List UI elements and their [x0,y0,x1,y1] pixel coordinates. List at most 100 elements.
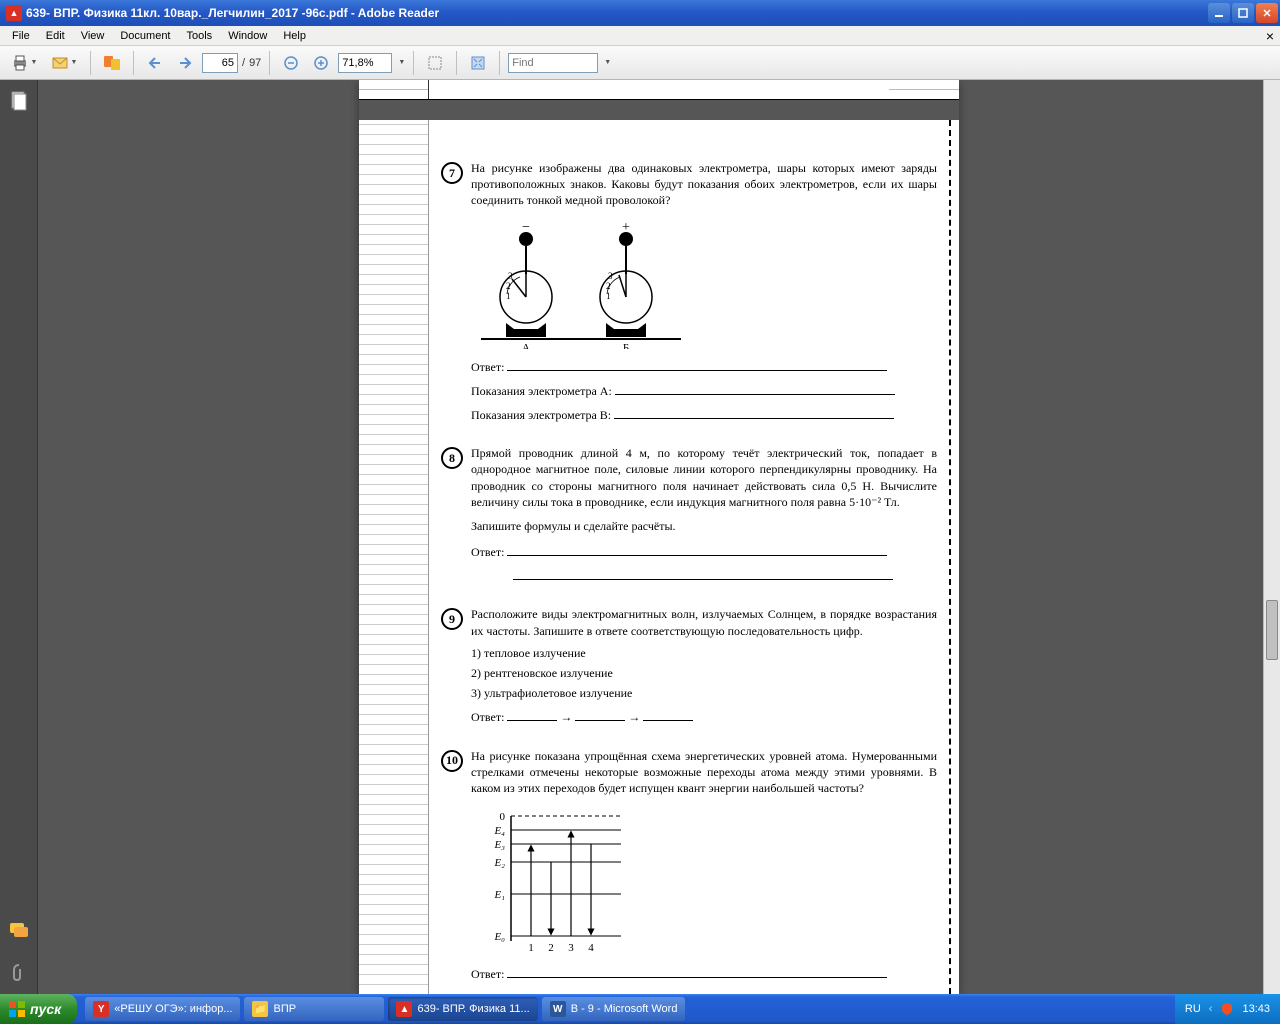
close-document-icon[interactable]: × [1266,28,1274,44]
svg-text:2: 2 [548,942,554,954]
reading-a-label: Показания электрометра А: [471,384,612,398]
problem-10: 10 На рисунке показана упрощённая схема … [441,748,937,991]
page-grid-margin [359,120,429,994]
tray-chevron-icon[interactable]: ‹ [1209,1003,1213,1015]
answer-label: Ответ: [471,360,504,374]
collab-button[interactable] [99,50,125,76]
problem-text: На рисунке изображены два одинаковых эле… [471,160,937,209]
fit-button[interactable] [465,50,491,76]
menu-document[interactable]: Document [112,28,178,44]
pages-panel-icon[interactable] [8,90,30,112]
problem-number: 9 [441,608,463,630]
svg-text:4: 4 [588,942,594,954]
document-viewport[interactable]: 7 На рисунке изображены два одинаковых э… [38,80,1280,994]
side-panel-bottom [8,920,30,984]
window-title: 639- ВПР. Физика 11кл. 10вар._Легчилин_2… [26,6,1208,20]
page-content: 7 На рисунке изображены два одинаковых э… [429,120,951,994]
navigation-panel [0,80,38,994]
task-label: В - 9 - Microsoft Word [571,1003,678,1015]
answer-label: Ответ: [471,967,504,981]
menu-file[interactable]: File [4,28,38,44]
option-1: 1) тепловое излучение [471,645,937,661]
task-item-adobe[interactable]: ▲ 639- ВПР. Физика 11... [388,997,537,1021]
attachment-panel-icon[interactable] [8,962,30,984]
start-label: пуск [30,1001,61,1017]
option-2: 2) рентгеновское излучение [471,665,937,681]
problem-9: 9 Расположите виды электромагнитных волн… [441,606,937,733]
next-page-button[interactable] [172,50,198,76]
task-label: «РЕШУ ОГЭ»: инфор... [114,1003,232,1015]
window-buttons [1208,3,1278,23]
problem-text: Прямой проводник длиной 4 м, по которому… [471,445,937,510]
email-button[interactable]: ▼ [46,50,82,76]
marquee-button[interactable] [422,50,448,76]
problem-text: На рисунке показана упрощённая схема эне… [471,748,937,797]
answer-label: Ответ: [471,710,504,724]
zoom-input[interactable] [338,53,392,73]
option-3: 3) ультрафиолетовое излучение [471,685,937,701]
menu-window[interactable]: Window [220,28,275,44]
problem-8: 8 Прямой проводник длиной 4 м, по которо… [441,445,937,592]
word-icon: W [550,1001,566,1017]
problem-7: 7 На рисунке изображены два одинаковых э… [441,160,937,431]
svg-text:3: 3 [608,271,613,281]
problem-number: 10 [441,750,463,772]
svg-text:1: 1 [606,291,611,301]
pdf-icon: ▲ [6,5,22,21]
label-b: Б [623,342,629,349]
zoom-dropdown-icon[interactable]: ▼ [398,59,405,66]
page-total: 97 [249,57,261,69]
task-item-folder[interactable]: 📁 ВПР [244,997,384,1021]
menu-view[interactable]: View [73,28,113,44]
find-input[interactable] [508,53,598,73]
reading-b-label: Показания электрометра В: [471,408,611,422]
svg-text:0: 0 [500,811,506,823]
svg-text:E₀: E₀ [493,931,505,943]
system-tray: RU ‹ 13:43 [1175,994,1280,1024]
language-indicator[interactable]: RU [1185,1003,1201,1015]
window-titlebar: ▲ 639- ВПР. Физика 11кл. 10вар._Легчилин… [0,0,1280,26]
minimize-button[interactable] [1208,3,1230,23]
label-a: А [522,342,530,349]
yandex-icon: Y [93,1001,109,1017]
taskbar: пуск Y «РЕШУ ОГЭ»: инфор... 📁 ВПР ▲ 639-… [0,994,1280,1024]
folder-icon: 📁 [252,1001,268,1017]
print-button[interactable]: ▼ [6,50,42,76]
task-item-word[interactable]: W В - 9 - Microsoft Word [542,997,686,1021]
find-dropdown-icon[interactable]: ▼ [604,59,611,66]
prev-page-edge [359,80,959,100]
task-label: ВПР [273,1003,296,1015]
menu-help[interactable]: Help [275,28,314,44]
svg-text:1: 1 [506,291,511,301]
comment-panel-icon[interactable] [8,920,30,942]
svg-text:E₁: E₁ [493,889,505,901]
answer-label: Ответ: [471,545,504,559]
svg-text:3: 3 [508,271,513,281]
svg-text:E₃: E₃ [493,839,505,851]
task-item-browser[interactable]: Y «РЕШУ ОГЭ»: инфор... [85,997,240,1021]
problem-text: Расположите виды электромагнитных волн, … [471,606,937,638]
problem-number: 7 [441,162,463,184]
vertical-scrollbar[interactable] [1263,80,1280,994]
menu-bar: File Edit View Document Tools Window Hel… [0,26,1280,46]
zoom-in-button[interactable] [308,50,334,76]
menu-edit[interactable]: Edit [38,28,73,44]
start-button[interactable]: пуск [0,994,77,1024]
windows-logo-icon [8,1000,26,1018]
tray-shield-icon[interactable] [1220,1002,1234,1016]
menu-tools[interactable]: Tools [179,28,221,44]
svg-text:E₄: E₄ [493,825,505,837]
adobe-icon: ▲ [396,1001,412,1017]
document-workspace: 7 На рисунке изображены два одинаковых э… [0,80,1280,994]
problem-instruction: Запишите формулы и сделайте расчёты. [471,518,937,534]
clock[interactable]: 13:43 [1242,1003,1270,1015]
toolbar: ▼ ▼ / 97 ▼ ▼ [0,46,1280,80]
prev-page-button[interactable] [142,50,168,76]
zoom-out-button[interactable] [278,50,304,76]
pdf-page: 7 На рисунке изображены два одинаковых э… [359,80,959,994]
close-button[interactable] [1256,3,1278,23]
maximize-button[interactable] [1232,3,1254,23]
page-number-input[interactable] [202,53,238,73]
svg-text:1: 1 [528,942,534,954]
page-separator: / [242,57,245,69]
